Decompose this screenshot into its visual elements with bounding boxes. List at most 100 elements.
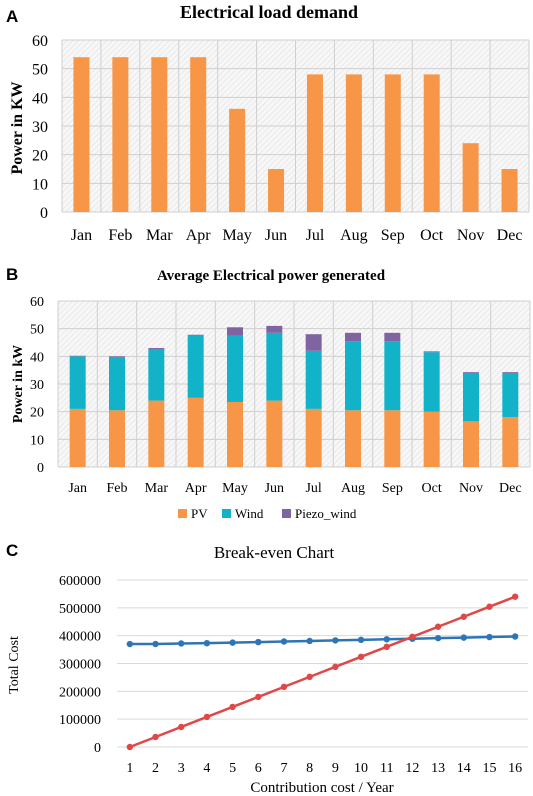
chart-c-point xyxy=(383,643,390,650)
chart-c-point xyxy=(434,634,442,642)
chart-c-x-tick-label: 3 xyxy=(178,761,185,776)
chart-a: Electrical load demand Power in KW 0 10 20… xyxy=(9,2,530,244)
chart-b-bar-segment xyxy=(305,334,322,351)
chart-b-bar-segment xyxy=(109,356,125,358)
chart-b-bar-segment xyxy=(69,408,86,467)
chart-a-x-tick-label: Mar xyxy=(146,227,173,244)
chart-c-x-tick-label: 13 xyxy=(431,761,445,776)
chart-b-x-tick-label: Nov xyxy=(459,481,483,496)
chart-b-grid xyxy=(57,300,531,468)
chart-c-series-line xyxy=(129,595,516,749)
panel-label-c: C xyxy=(6,541,18,560)
chart-c-point xyxy=(280,638,288,645)
chart-a-bar xyxy=(190,57,207,213)
chart-a-bar xyxy=(501,169,518,212)
chart-a-bars xyxy=(73,57,518,213)
chart-b-y-tick-label: 30 xyxy=(30,378,44,393)
chart-c-x-tick-label: 16 xyxy=(508,761,522,776)
chart-a-title: Electrical load demand xyxy=(180,2,358,22)
chart-b-legend: PV Wind Piezo_wind xyxy=(178,506,357,521)
chart-c-x-tick-label: 12 xyxy=(405,761,419,776)
chart-b-y-tick-label: 60 xyxy=(30,295,44,310)
chart-c-x-tick-label: 9 xyxy=(332,761,339,776)
chart-b-bar-segment xyxy=(305,408,322,467)
chart-b-x-tick-label: Feb xyxy=(107,481,128,496)
chart-b-y-tick-label: 50 xyxy=(30,323,44,338)
chart-a-bar xyxy=(229,108,246,212)
chart-b-x-tick-label: Jun xyxy=(265,481,284,496)
chart-a-bar xyxy=(306,74,323,213)
chart-b-y-tick-label: 0 xyxy=(37,461,44,476)
chart-c-ylabel: Total Cost xyxy=(7,636,22,694)
chart-c-y-tick-label: 0 xyxy=(94,741,101,756)
chart-a-grid xyxy=(61,39,530,213)
chart-b-bar-segment xyxy=(305,350,322,409)
chart-b-bar-segment xyxy=(109,410,125,467)
chart-c-x-tick-label: 5 xyxy=(229,761,236,776)
chart-b-x-tick-label: Mar xyxy=(145,481,169,496)
chart-b-bar-segment xyxy=(384,341,401,411)
chart-c-point xyxy=(203,713,211,721)
chart-b-bar-segment xyxy=(384,410,401,467)
chart-a-y-tick-label: 0 xyxy=(40,205,48,222)
chart-b-bars xyxy=(69,325,519,467)
chart-c-y-ticks: 0 100000 200000 300000 400000 500000 600000 xyxy=(59,574,101,756)
chart-b-legend-label: Wind xyxy=(235,506,264,521)
chart-c-point xyxy=(357,653,365,661)
chart-c-point xyxy=(255,693,262,701)
chart-a-ylabel: Power in KW xyxy=(9,81,26,174)
chart-c-point xyxy=(332,663,339,671)
chart-a-bar xyxy=(112,57,129,213)
chart-a-x-tick-label: Jan xyxy=(71,227,92,244)
chart-b-title: Average Electrical power generated xyxy=(157,268,386,284)
chart-b-bar-segment xyxy=(266,325,283,333)
chart-a-x-tick-label: Jul xyxy=(306,227,325,244)
chart-c-point xyxy=(511,593,519,600)
chart-b-x-ticks: Jan Feb Mar Apr May Jun Jul Aug Sep Oct Nov Dec xyxy=(68,481,521,496)
chart-b-x-tick-label: Dec xyxy=(499,481,522,496)
chart-b-bar-segment xyxy=(463,421,479,467)
chart-c-x-ticks: 1 2 3 4 5 6 7 8 9 10 11 12 13 14 15 16 xyxy=(126,761,522,776)
chart-a-bar xyxy=(345,74,362,213)
chart-c-y-tick-label: 100000 xyxy=(59,713,101,728)
chart-b-legend-swatch xyxy=(222,509,231,518)
chart-c-y-tick-label: 500000 xyxy=(59,602,101,617)
chart-b-legend-swatch xyxy=(178,509,187,518)
chart-c-point xyxy=(486,603,493,610)
chart-a-x-tick-label: Nov xyxy=(457,227,485,244)
chart-c-point xyxy=(332,637,339,644)
chart-a-y-tick-label: 60 xyxy=(32,33,48,50)
chart-c-point xyxy=(229,703,236,711)
chart-b-bar-segment xyxy=(148,349,165,401)
panel-label-a: A xyxy=(6,7,18,26)
chart-a-x-tick-label: May xyxy=(222,227,251,244)
chart-b-bar-segment xyxy=(463,372,479,373)
chart-c-point xyxy=(460,634,467,641)
chart-c-x-tick-label: 11 xyxy=(380,761,393,776)
chart-c-y-tick-label: 200000 xyxy=(59,685,101,700)
chart-b-bar-segment xyxy=(187,335,204,398)
chart-c-point xyxy=(511,633,519,640)
chart-b-x-tick-label: May xyxy=(222,481,248,496)
chart-b-bar-segment xyxy=(227,327,243,336)
chart-b-legend-swatch xyxy=(282,509,291,518)
chart-b-bar-segment xyxy=(502,372,519,418)
chart-a-x-tick-label: Jun xyxy=(265,227,287,244)
chart-b-bar-segment xyxy=(187,334,204,336)
chart-b-y-ticks: 0 10 20 30 40 50 60 xyxy=(30,295,44,476)
chart-a-y-tick-label: 10 xyxy=(32,176,48,193)
chart-a-bar xyxy=(384,74,401,213)
chart-c-x-tick-label: 8 xyxy=(306,761,313,776)
chart-a-bar xyxy=(423,74,440,213)
chart-a-bar xyxy=(268,169,285,212)
chart-b-bar-segment xyxy=(423,352,440,412)
chart-b-y-tick-label: 10 xyxy=(30,433,44,448)
chart-a-bar xyxy=(73,57,90,213)
chart-c-x-tick-label: 7 xyxy=(280,761,287,776)
chart-b-legend-label: Piezo_wind xyxy=(295,506,357,521)
chart-a-y-tick-label: 20 xyxy=(32,148,48,165)
chart-b: Average Electrical power generated Power… xyxy=(11,268,531,521)
chart-b-bar-segment xyxy=(502,372,519,373)
chart-b-bar-segment xyxy=(187,397,204,467)
